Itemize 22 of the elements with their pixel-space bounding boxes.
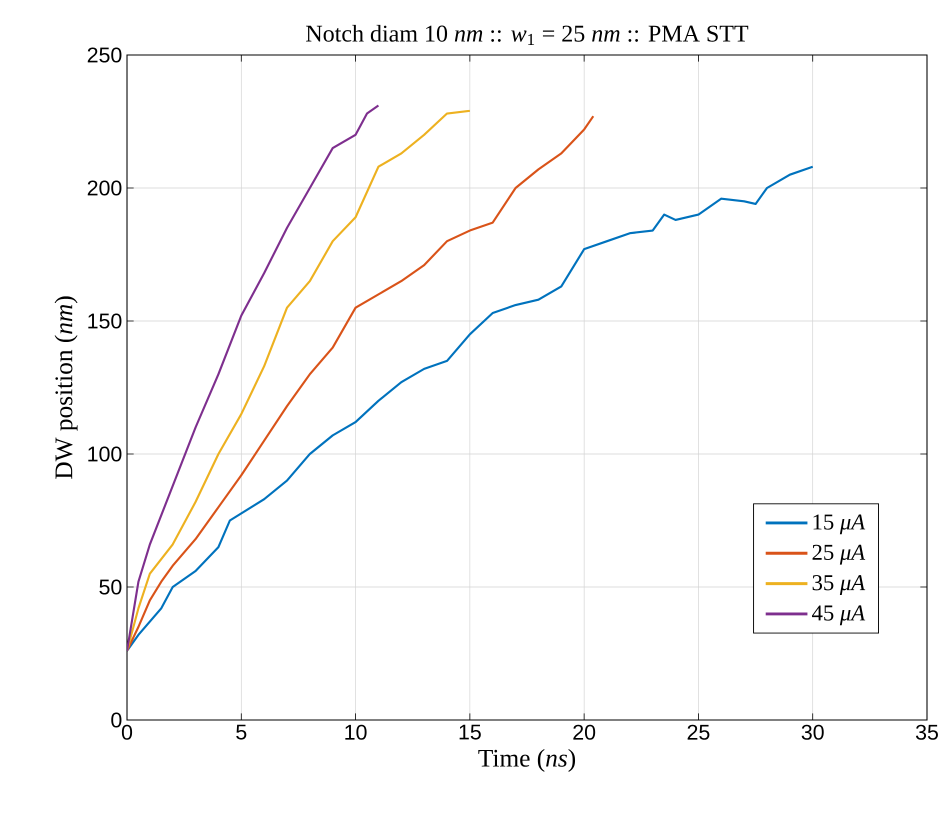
x-tick-label: 10 <box>345 724 367 740</box>
x-tick-label: 15 <box>460 724 481 740</box>
line-series <box>127 110 471 652</box>
legend-label: 35 μA <box>812 575 866 595</box>
y-tick-label: 200 <box>88 180 122 196</box>
legend-label: 45 μA <box>812 605 866 626</box>
x-tick-label: 0 <box>122 724 132 740</box>
x-tick-label: 25 <box>688 724 710 740</box>
legend-label: 15 μA <box>814 514 866 534</box>
y-tick-label: 250 <box>88 47 122 63</box>
y-tick-label: 50 <box>99 579 122 595</box>
y-tick-label: 100 <box>88 446 122 462</box>
legend-label: 25 μA <box>812 544 866 565</box>
x-tick-label: 30 <box>802 724 824 740</box>
x-tick-label: 35 <box>916 724 938 740</box>
x-tick-label: 20 <box>573 724 596 740</box>
y-tick-label: 150 <box>88 313 122 329</box>
chart-title: Notch diam 10 nm :: w$_{1}$ = 25 nm :: PMA STT <box>306 24 748 45</box>
y-axis-title: DW position (nm) <box>54 296 78 479</box>
x-axis-title: Time (ns) <box>478 748 576 772</box>
y-tick-label: 0 <box>111 712 122 728</box>
x-tick-label: 5 <box>236 724 246 740</box>
